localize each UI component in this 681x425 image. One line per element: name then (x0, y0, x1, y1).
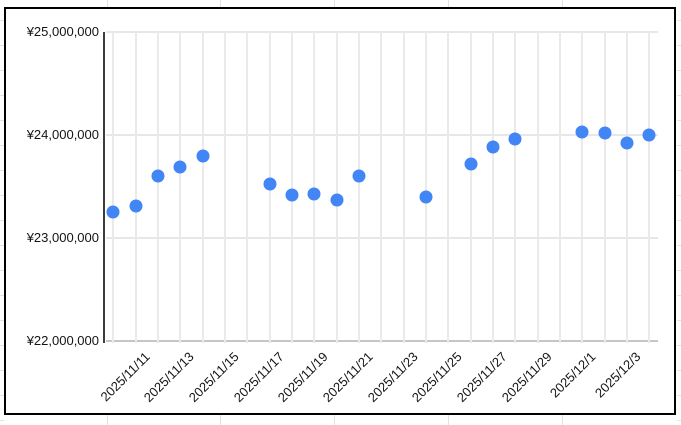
data-point[interactable] (129, 199, 143, 213)
y-axis-tick-label: ¥24,000,000 (26, 127, 99, 142)
x-gridline (469, 32, 472, 343)
sheet-row-border (0, 320, 4, 321)
sheet-row-border (677, 45, 681, 46)
sheet-row-border (677, 370, 681, 371)
sheet-row-border (677, 195, 681, 196)
x-gridline (625, 32, 628, 343)
data-point[interactable] (173, 160, 187, 174)
y-axis-tick-label: ¥25,000,000 (26, 24, 99, 39)
sheet-row-border (677, 145, 681, 146)
data-point[interactable] (285, 188, 299, 202)
sheet-row-border (0, 220, 4, 221)
sheet-row-border (677, 220, 681, 221)
x-gridline (358, 32, 361, 343)
sheet-column-border (562, 0, 563, 7)
sheet-row-border (677, 245, 681, 246)
x-gridline (402, 32, 405, 343)
sheet-row-border (677, 295, 681, 296)
data-point[interactable] (263, 177, 277, 191)
data-point[interactable] (620, 136, 634, 150)
x-gridline (514, 32, 517, 343)
y-axis-line (103, 32, 105, 343)
sheet-row-border (677, 170, 681, 171)
sheet-row-border (0, 145, 4, 146)
sheet-row-border (677, 395, 681, 396)
x-axis-tick-label: 2025/12/3 (592, 349, 644, 401)
x-gridline (603, 32, 606, 343)
sheet-column-border (334, 415, 335, 425)
data-point[interactable] (106, 205, 120, 219)
x-gridline (380, 32, 383, 343)
sheet-row-border (0, 270, 4, 271)
y-axis-tick-label: ¥22,000,000 (26, 333, 99, 348)
data-point[interactable] (642, 128, 656, 142)
sheet-row-border (0, 70, 4, 71)
x-gridline (291, 32, 294, 343)
sheet-row-border (0, 95, 4, 96)
sheet-row-border (0, 45, 4, 46)
sheet-column-border (107, 415, 108, 425)
x-gridline (224, 32, 227, 343)
data-point[interactable] (464, 157, 478, 171)
x-gridline (581, 32, 584, 343)
sheet-row-border (0, 170, 4, 171)
x-gridline (536, 32, 539, 343)
data-point[interactable] (307, 187, 321, 201)
sheet-row-border (677, 20, 681, 21)
x-gridline (447, 32, 450, 343)
x-gridline (648, 32, 651, 343)
sheet-row-border (0, 395, 4, 396)
sheet-column-border (562, 415, 563, 425)
sheet-column-border (107, 0, 108, 7)
data-point[interactable] (196, 149, 210, 163)
sheet-column-border (448, 0, 449, 7)
x-gridline (134, 32, 137, 343)
sheet-row-border (677, 270, 681, 271)
sheet-row-border (0, 120, 4, 121)
sheet-column-border (220, 415, 221, 425)
sheet-row-border (677, 120, 681, 121)
sheet-row-border (677, 95, 681, 96)
sheet-row-border (0, 420, 4, 421)
sheet-row-border (677, 345, 681, 346)
sheet-column-border (448, 415, 449, 425)
x-gridline (246, 32, 249, 343)
data-point[interactable] (598, 126, 612, 140)
sheet-row-border (0, 295, 4, 296)
x-gridline (559, 32, 561, 343)
data-point[interactable] (508, 132, 522, 146)
x-gridline (112, 32, 115, 343)
data-point[interactable] (419, 190, 433, 204)
x-gridline (179, 32, 182, 343)
data-point[interactable] (575, 125, 589, 139)
data-point[interactable] (486, 140, 500, 154)
y-axis-tick-label: ¥23,000,000 (26, 230, 99, 245)
x-gridline (201, 32, 204, 343)
sheet-row-border (677, 70, 681, 71)
sheet-row-border (677, 420, 681, 421)
sheet-column-border (334, 0, 335, 7)
sheet-row-border (0, 20, 4, 21)
x-gridline (335, 32, 338, 343)
sheet-row-border (0, 195, 4, 196)
x-gridline (492, 32, 494, 343)
sheet-row-border (677, 320, 681, 321)
data-point[interactable] (151, 169, 165, 183)
x-gridline (157, 32, 160, 343)
sheet-row-border (0, 345, 4, 346)
x-gridline (425, 32, 428, 343)
x-axis-tick-label: 2025/12/1 (547, 349, 599, 401)
sheet-column-border (220, 0, 221, 7)
sheet-row-border (0, 370, 4, 371)
sheet-row-border (0, 245, 4, 246)
data-point[interactable] (330, 193, 344, 207)
data-point[interactable] (352, 169, 366, 183)
